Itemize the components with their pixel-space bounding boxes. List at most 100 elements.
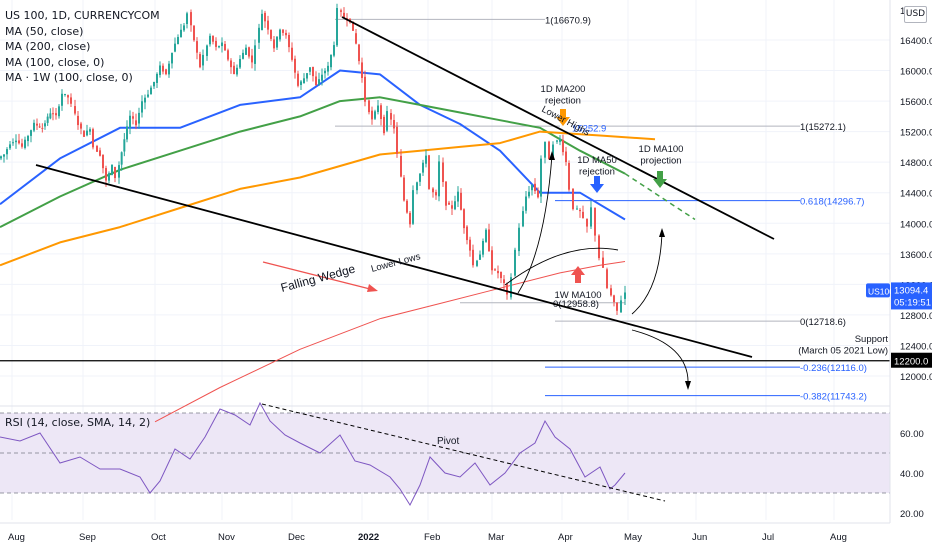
candle-body — [393, 119, 395, 129]
candle-body — [251, 55, 253, 63]
candle-body — [565, 151, 567, 163]
rsi-line — [0, 401, 626, 507]
rsi-tick-label: 20.00 — [900, 509, 924, 520]
candle-body — [457, 191, 459, 202]
candle-body — [165, 69, 167, 75]
candle-body — [428, 155, 430, 189]
candle-body — [448, 202, 450, 205]
candle-body — [386, 111, 388, 131]
candle-body — [236, 67, 238, 75]
symbol-title[interactable]: US 100, 1D, CURRENCYCOM — [5, 9, 160, 22]
candle-body — [3, 154, 5, 157]
candle-body — [264, 12, 266, 22]
ma200-rejection-arrow-head — [556, 117, 570, 126]
candle-body — [460, 192, 462, 210]
candle-body — [358, 44, 360, 62]
candle-body — [21, 143, 23, 147]
candle-body — [174, 43, 176, 52]
candle-body — [212, 36, 214, 42]
candle-body — [89, 129, 91, 132]
lower-lows-label: Lower Lows — [370, 251, 422, 275]
candle-body — [215, 40, 217, 47]
candle-body — [199, 54, 201, 68]
time-tick-label: Mar — [488, 532, 504, 543]
price-tick-label: 16400.0 — [900, 36, 932, 47]
candle-body — [245, 47, 247, 55]
w-ma100-arrow — [575, 275, 581, 283]
candle-body — [111, 164, 113, 175]
candle-body — [422, 162, 424, 173]
ma100-projection-arrow — [657, 171, 663, 179]
candle-body — [579, 209, 581, 212]
ma50-rejection-arrow — [594, 176, 600, 184]
candle-body — [18, 140, 20, 144]
legend-ma200[interactable]: MA (200, close) — [5, 40, 91, 53]
candle-body — [324, 70, 326, 74]
candle-body — [586, 218, 588, 227]
candle-body — [309, 67, 311, 72]
legend-ma100[interactable]: MA (100, close, 0) — [5, 55, 105, 69]
candle-body — [534, 183, 536, 192]
candle-body — [108, 173, 110, 181]
candle-body — [383, 116, 385, 134]
legend-ma-weekly[interactable]: MA · 1W (100, close, 0) — [5, 71, 133, 84]
candle-body — [352, 21, 354, 31]
current-price-label: 13094.4 — [894, 285, 928, 296]
candle-body — [494, 269, 496, 271]
candle-body — [472, 249, 474, 266]
candle-body — [330, 54, 332, 68]
time-axis[interactable]: Aug Sep Oct Nov Dec 2022 Feb Mar Apr May Jun Jul Aug — [0, 522, 890, 543]
candle-body — [44, 123, 46, 127]
candle-body — [270, 30, 272, 39]
rsi-legend[interactable]: RSI (14, close, SMA, 14, 2) — [5, 416, 151, 429]
candle-body — [105, 168, 107, 181]
time-tick-label: Aug — [8, 532, 25, 543]
candle-body — [70, 97, 72, 104]
time-tick-label: Sep — [79, 532, 96, 543]
candle-body — [74, 106, 76, 114]
price-tick-label: 12000.0 — [900, 372, 932, 383]
ma200-rejection-label: 1D MA200 rejection — [541, 84, 586, 107]
projection-up-arrowhead — [659, 228, 665, 237]
candle-body — [606, 269, 608, 289]
candle-body — [540, 158, 542, 197]
candle-body — [544, 141, 546, 158]
candle-body — [454, 201, 456, 210]
candle-body — [463, 209, 465, 229]
candle-body — [150, 87, 152, 95]
price-axis[interactable]: 16400.0 16000.0 15600.0 15200.0 14800.0 14400… — [866, 0, 932, 523]
candle-body — [49, 113, 52, 119]
ma1w-line — [154, 261, 626, 423]
candle-body — [435, 192, 437, 196]
candle-body — [403, 177, 405, 201]
price-tick-label: 15200.0 — [900, 128, 932, 139]
pivot-label: Pivot — [437, 436, 459, 447]
fib-level-label: 1(15272.1) — [800, 122, 846, 133]
candle-body — [291, 47, 293, 60]
fib-small-label: 0(12958.8) — [553, 299, 599, 310]
falling-wedge-arrowhead — [367, 284, 378, 292]
candle-body — [318, 79, 320, 85]
candle-body — [6, 149, 8, 155]
candle-body — [552, 144, 554, 158]
candle-body — [522, 211, 524, 227]
ma100-projection-arrow-head — [653, 179, 667, 188]
symbol-price-tag — [866, 283, 890, 298]
candle-body — [488, 229, 490, 252]
price-tick-label: 14400.0 — [900, 189, 932, 200]
candle-body — [273, 39, 275, 49]
time-tick-label: Nov — [218, 532, 235, 543]
candle-body — [86, 130, 88, 136]
candle-body — [171, 52, 173, 64]
fibonacci-levels: 1(16670.9) 1(15272.1) 0.618(14296.7) 0(1271… — [0, 15, 890, 403]
candle-body — [67, 95, 69, 98]
candle-body — [159, 65, 161, 75]
legend-ma50[interactable]: MA (50, close) — [5, 24, 84, 38]
rsi-tick-label: 60.00 — [900, 429, 924, 440]
price-tick-label: 13600.0 — [900, 250, 932, 261]
candle-body — [469, 239, 471, 251]
candle-body — [102, 154, 104, 169]
currency-button[interactable]: USD — [904, 6, 927, 23]
candle-body — [38, 126, 41, 128]
candle-body — [92, 129, 94, 148]
